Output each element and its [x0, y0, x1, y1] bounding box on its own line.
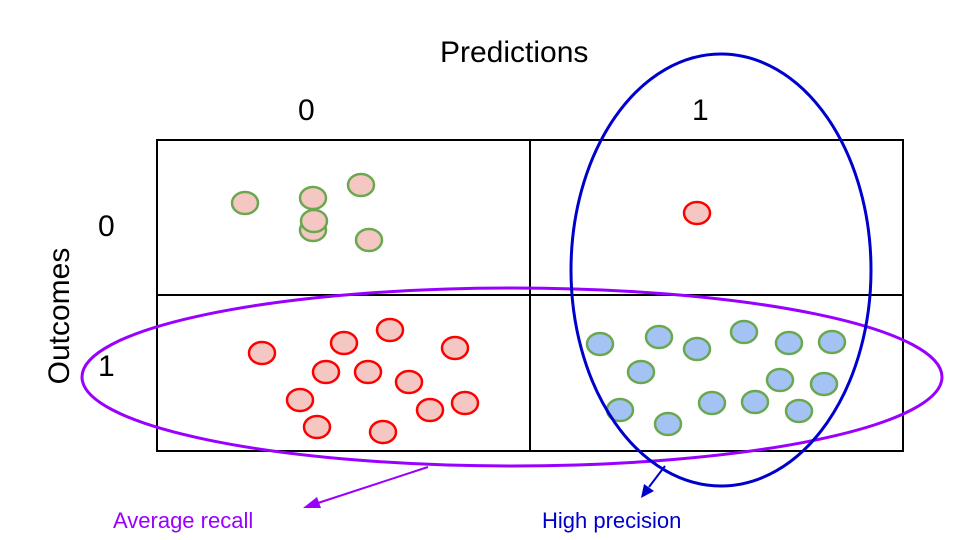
recall-arrow-head: [303, 497, 321, 508]
data-point-outcome1-pred0-5: [311, 359, 341, 385]
data-points: [230, 172, 847, 445]
data-point-outcome1-pred1-5: [774, 330, 804, 356]
data-point-outcome1-pred1-2: [644, 324, 674, 350]
recall-ellipse: [80, 286, 944, 468]
annotation-arrows: [303, 465, 666, 508]
data-point-outcome1-pred0-11: [285, 387, 315, 413]
data-point-outcome1-pred1-8: [809, 371, 839, 397]
high-precision-label: High precision: [542, 508, 682, 533]
data-point-outcome0-pred0-1: [230, 190, 260, 216]
average-recall-label: Average recall: [113, 508, 254, 533]
outcomes-title: Outcomes: [43, 247, 76, 385]
data-point-outcome1-pred1-14: [765, 367, 795, 393]
data-point-outcome1-pred1-6: [817, 329, 847, 355]
data-point-outcome0-pred0-3: [346, 172, 376, 198]
column-label-1: 1: [692, 94, 709, 127]
data-point-outcome1-pred1-1: [585, 331, 615, 357]
predictions-title: Predictions: [440, 36, 589, 69]
precision-ellipse: [569, 52, 873, 488]
data-point-outcome1-pred0-3: [375, 317, 405, 343]
data-point-outcome1-pred0-12: [415, 397, 445, 423]
data-point-outcome1-pred1-11: [784, 398, 814, 424]
confusion-matrix-grid: [156, 139, 904, 452]
data-point-outcome1-pred1-3: [682, 336, 712, 362]
precision-arrow-line: [648, 465, 666, 488]
data-point-outcome1-pred0-1: [247, 340, 277, 366]
column-label-0: 0: [298, 94, 315, 127]
precision-arrow-head: [641, 484, 654, 498]
data-point-outcome1-pred1-10: [740, 389, 770, 415]
data-point-outcome1-pred1-9: [697, 390, 727, 416]
data-point-outcome1-pred0-2: [329, 330, 359, 356]
data-point-outcome1-pred0-7: [394, 369, 424, 395]
data-point-outcome1-pred0-10: [368, 419, 398, 445]
data-point-outcome1-pred0-4: [440, 335, 470, 361]
row-label-0: 0: [98, 210, 115, 243]
data-point-outcome1-pred1-7: [626, 359, 656, 385]
data-point-outcome0-pred0-5: [354, 227, 384, 253]
data-point-outcome1-pred1-12: [653, 411, 683, 437]
data-point-outcome1-pred0-6: [353, 359, 383, 385]
data-point-outcome1-pred0-8: [450, 390, 480, 416]
row-label-1: 1: [98, 350, 115, 383]
data-point-outcome0-pred0-6: [299, 208, 329, 234]
data-point-outcome0-pred1-1: [682, 200, 712, 226]
data-point-outcome1-pred1-4: [729, 319, 759, 345]
recall-arrow-line: [317, 466, 429, 504]
data-point-outcome0-pred0-2: [298, 185, 328, 211]
data-point-outcome1-pred0-9: [302, 414, 332, 440]
